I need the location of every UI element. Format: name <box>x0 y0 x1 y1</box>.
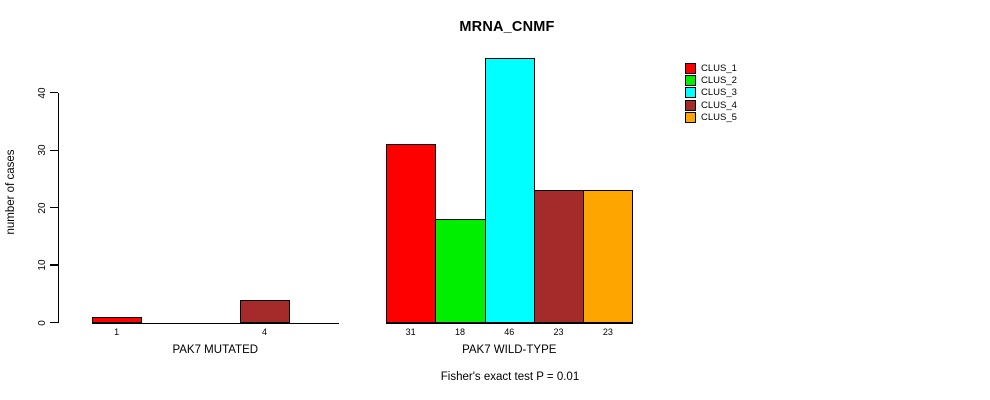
legend-item-clus_5: CLUS_5 <box>685 111 737 123</box>
chart-title: MRNA_CNMF <box>459 19 555 35</box>
y-axis-tick-label: 10 <box>36 259 48 271</box>
bar-clus_2 <box>435 219 486 324</box>
y-axis-tick <box>50 92 58 94</box>
bar-value-label: 23 <box>553 327 564 337</box>
bar-clus_5 <box>583 190 634 324</box>
group-label-2: PAK7 WILD-TYPE <box>462 343 557 356</box>
bar-clus_1 <box>386 144 437 324</box>
legend-swatch-clus_5 <box>685 111 696 123</box>
y-axis-tick-label: 0 <box>36 319 48 326</box>
x-axis-baseline <box>92 322 339 324</box>
group-label-1: PAK7 MUTATED <box>172 343 259 356</box>
legend-swatch-clus_3 <box>685 87 696 99</box>
legend: CLUS_1 CLUS_2 CLUS_3 CLUS_4 CLUS_5 <box>685 63 737 124</box>
bar-clus_3 <box>484 58 535 324</box>
legend-swatch-clus_1 <box>685 63 696 74</box>
bar-clus_1 <box>92 316 143 324</box>
y-axis-tick-label: 30 <box>36 144 48 156</box>
legend-swatch-clus_4 <box>685 99 696 111</box>
legend-label: CLUS_5 <box>701 111 737 123</box>
bar-value-label: 1 <box>114 327 120 337</box>
bar-value-label: 31 <box>405 327 416 337</box>
y-axis-tick-label: 20 <box>36 202 48 214</box>
legend-label: CLUS_1 <box>701 63 737 74</box>
fisher-test-caption: Fisher's exact test P = 0.01 <box>440 371 580 383</box>
bar-value-label: 18 <box>454 327 465 337</box>
y-axis-line <box>58 92 60 323</box>
legend-item-clus_1: CLUS_1 <box>685 63 737 74</box>
bar-value-label: 4 <box>262 327 268 337</box>
y-axis-tick-label: 40 <box>36 87 48 99</box>
y-axis-tick <box>50 207 58 209</box>
legend-item-clus_4: CLUS_4 <box>685 99 737 111</box>
y-axis-tick <box>50 321 58 324</box>
legend-label: CLUS_4 <box>701 99 737 111</box>
legend-swatch-clus_2 <box>685 75 696 87</box>
bar-clus_4 <box>533 190 585 324</box>
bar-clus_4 <box>239 299 291 324</box>
legend-item-clus_3: CLUS_3 <box>685 87 737 99</box>
legend-label: CLUS_2 <box>701 75 737 87</box>
bar-value-label: 23 <box>602 327 613 337</box>
y-axis-tick <box>50 264 58 266</box>
bar-value-label: 46 <box>504 327 515 337</box>
legend-item-clus_2: CLUS_2 <box>685 75 737 87</box>
y-axis-tick <box>50 149 58 151</box>
legend-label: CLUS_3 <box>701 87 737 99</box>
